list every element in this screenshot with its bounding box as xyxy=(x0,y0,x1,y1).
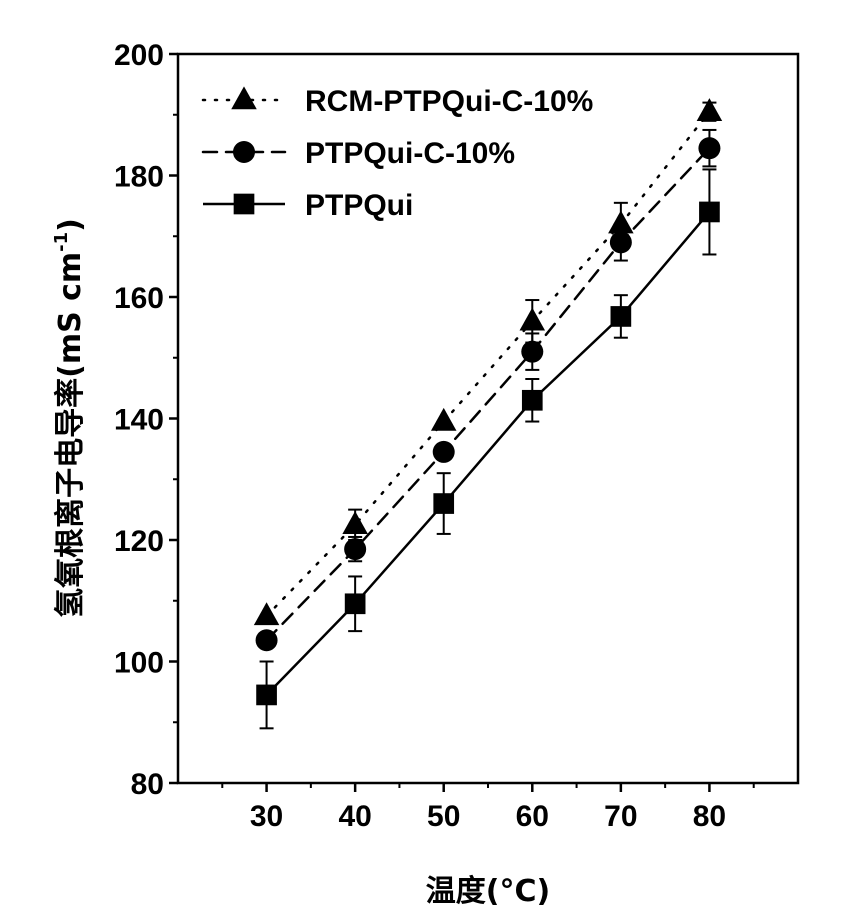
data-point-1-2 xyxy=(432,440,455,463)
legend-label-0: RCM-PTPQui-C-10% xyxy=(305,85,593,118)
y-tick-label-160: 160 xyxy=(114,282,164,315)
data-point-1-0 xyxy=(255,629,278,652)
data-point-0-1 xyxy=(342,511,368,535)
series-2 xyxy=(256,168,720,730)
series-line-2 xyxy=(265,211,711,696)
legend-label-2: PTPQui xyxy=(305,189,413,222)
data-point-0-0 xyxy=(253,602,280,626)
y-tick-label-140: 140 xyxy=(114,404,164,437)
data-point-1-1 xyxy=(344,538,367,561)
data-point-2-1 xyxy=(344,593,366,615)
y-tick-label-180: 180 xyxy=(114,161,164,194)
plot-layer xyxy=(253,98,723,730)
y-axis-title-end: ) xyxy=(53,218,88,232)
data-point-1-4 xyxy=(609,231,632,254)
y-axis-title-main: 氢氧根离子电导率(mS cm xyxy=(53,252,88,618)
x-tick-label-30: 30 xyxy=(250,800,283,833)
data-point-0-3 xyxy=(519,307,546,331)
x-tick-label-50: 50 xyxy=(427,800,460,833)
y-tick-label-120: 120 xyxy=(114,525,164,558)
x-tick-label-40: 40 xyxy=(338,800,371,833)
x-axis-title: 温度(°C) xyxy=(426,874,550,909)
x-tick-label-80: 80 xyxy=(693,800,726,833)
y-tick-label-200: 200 xyxy=(114,39,164,72)
y-axis-title: 氢氧根离子电导率(mS cm-1) xyxy=(51,218,88,618)
data-point-2-5 xyxy=(699,201,720,223)
x-tick-label-60: 60 xyxy=(516,800,549,833)
series-0 xyxy=(253,98,723,626)
x-tick-label-70: 70 xyxy=(604,800,637,833)
legend: RCM-PTPQui-C-10% PTPQui-C-10% PTPQui xyxy=(201,85,593,222)
series-1 xyxy=(255,128,721,652)
data-point-0-4 xyxy=(608,210,634,234)
legend-marker-1 xyxy=(233,141,255,163)
data-point-2-0 xyxy=(256,684,277,706)
data-point-1-5 xyxy=(698,137,721,160)
data-point-1-3 xyxy=(521,340,544,363)
series-line-0 xyxy=(265,110,711,618)
y-tick-label-100: 100 xyxy=(114,647,164,680)
data-point-2-2 xyxy=(433,493,455,514)
legend-marker-0 xyxy=(231,86,257,110)
data-point-2-4 xyxy=(610,306,632,327)
series-line-1 xyxy=(265,146,711,642)
data-point-0-2 xyxy=(430,407,457,431)
y-tick-label-80: 80 xyxy=(131,768,164,801)
axes: 80 100 120 140 160 180 200 30 40 50 60 70 80 xyxy=(114,39,800,833)
data-point-0-5 xyxy=(696,98,723,121)
y-axis-title-superscript: -1 xyxy=(51,232,72,252)
data-point-2-3 xyxy=(521,389,543,411)
legend-label-1: PTPQui-C-10% xyxy=(305,137,515,170)
legend-marker-2 xyxy=(233,193,255,215)
